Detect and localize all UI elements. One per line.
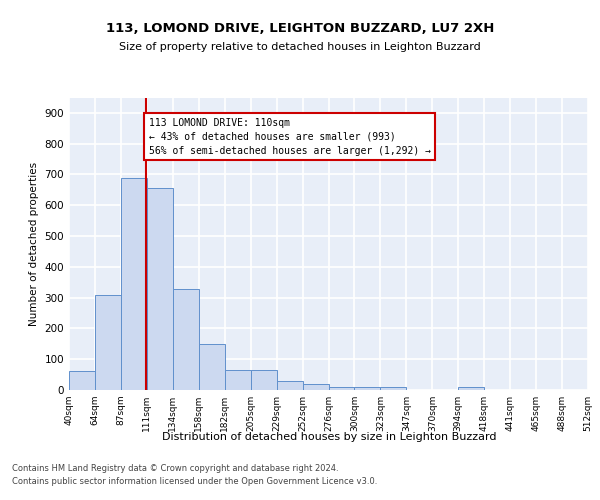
Bar [329, 387, 355, 390]
Bar [224, 370, 251, 390]
Text: 113 LOMOND DRIVE: 110sqm
← 43% of detached houses are smaller (993)
56% of semi-: 113 LOMOND DRIVE: 110sqm ← 43% of detach… [149, 118, 431, 156]
Bar [355, 387, 380, 390]
Bar [277, 381, 302, 390]
Bar [121, 178, 147, 390]
Text: Size of property relative to detached houses in Leighton Buzzard: Size of property relative to detached ho… [119, 42, 481, 52]
Text: Contains HM Land Registry data © Crown copyright and database right 2024.: Contains HM Land Registry data © Crown c… [12, 464, 338, 473]
Bar [251, 370, 277, 390]
Bar [69, 371, 95, 390]
Text: 113, LOMOND DRIVE, LEIGHTON BUZZARD, LU7 2XH: 113, LOMOND DRIVE, LEIGHTON BUZZARD, LU7… [106, 22, 494, 36]
Bar [302, 384, 329, 390]
Text: Contains public sector information licensed under the Open Government Licence v3: Contains public sector information licen… [12, 476, 377, 486]
Bar [147, 188, 173, 390]
Bar [380, 387, 406, 390]
Bar [199, 344, 224, 390]
Bar [173, 289, 199, 390]
Text: Distribution of detached houses by size in Leighton Buzzard: Distribution of detached houses by size … [161, 432, 496, 442]
Y-axis label: Number of detached properties: Number of detached properties [29, 162, 39, 326]
Bar [458, 387, 484, 390]
Bar [95, 294, 121, 390]
